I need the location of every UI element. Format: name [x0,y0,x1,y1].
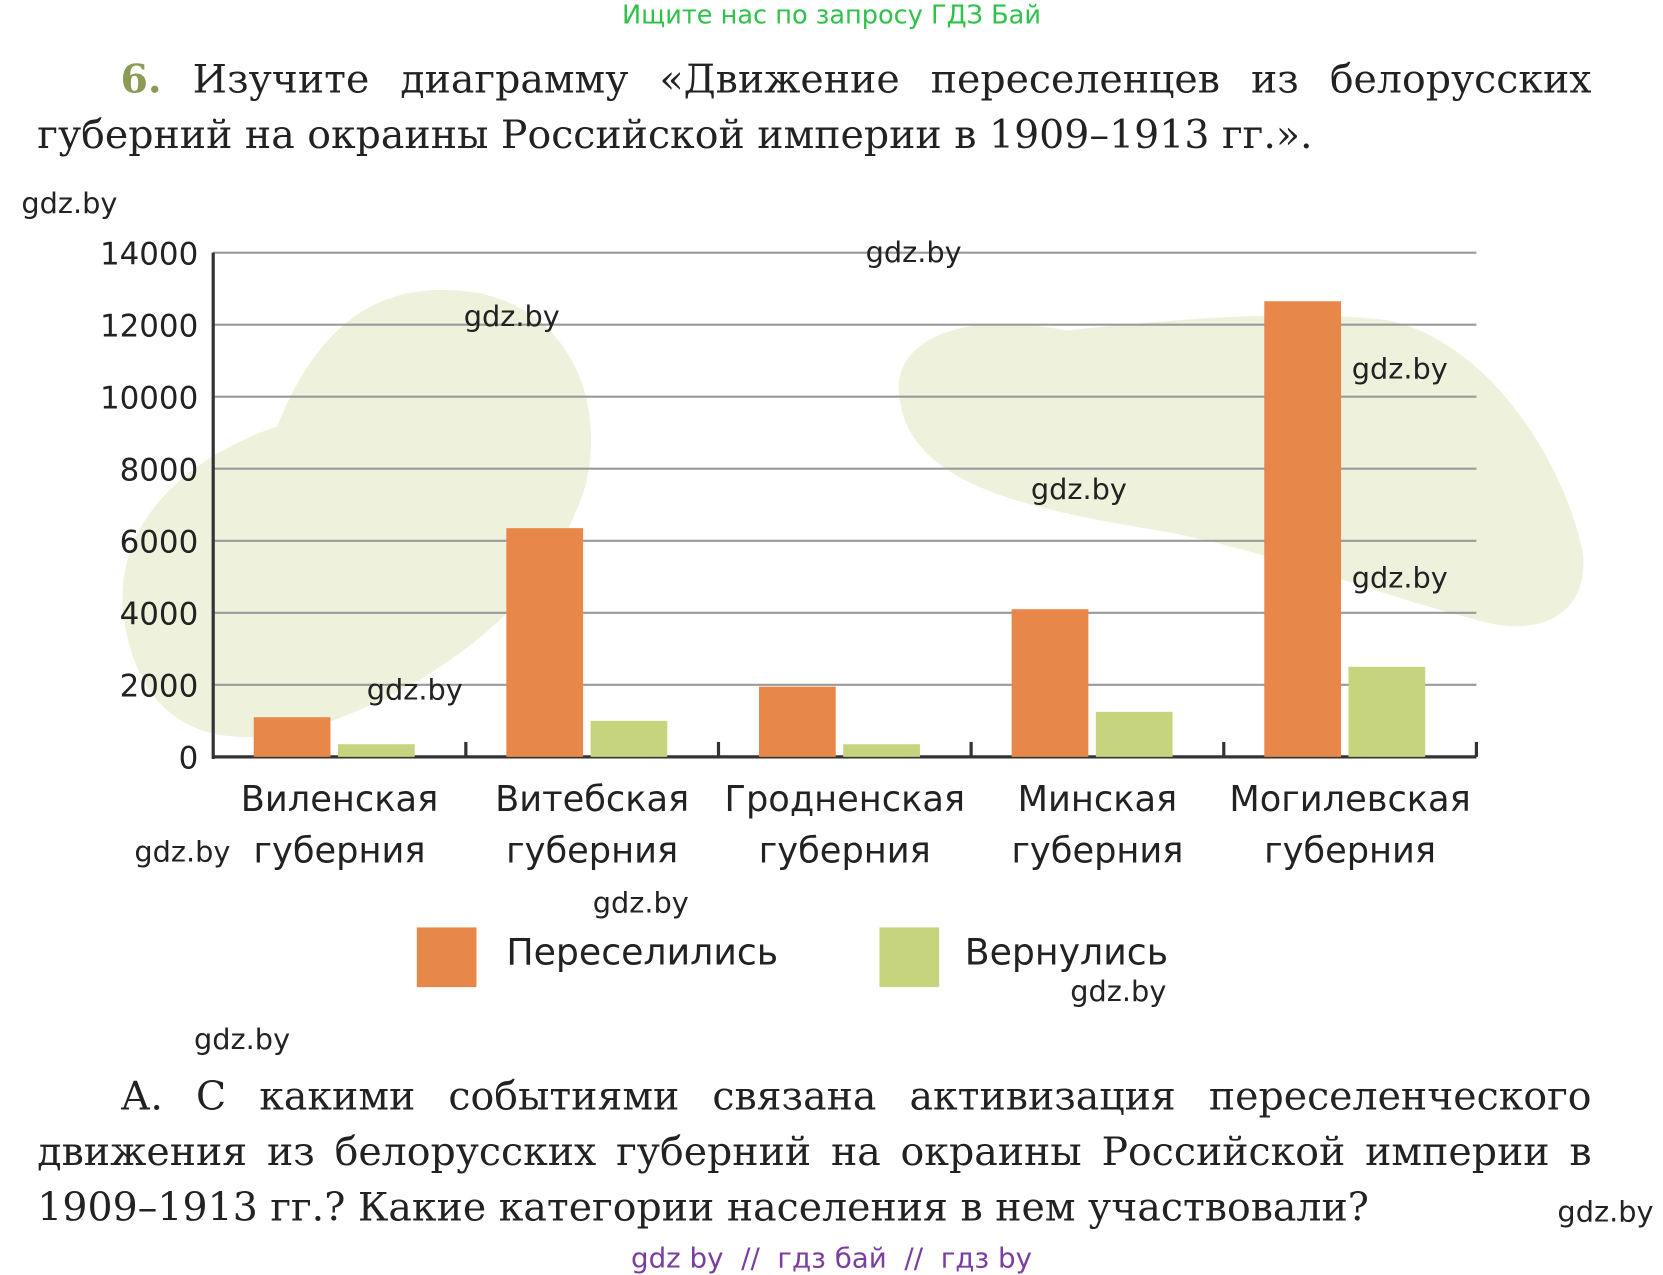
bar [843,744,920,757]
legend-swatch [416,927,477,988]
watermark: gdz.by [463,300,560,334]
y-tick-label: 10000 [100,380,198,416]
chart: 0 2000 4000 6000 8000 10000 12000 14000 [100,236,1584,777]
bar [590,720,668,757]
bg-blob [898,315,1584,627]
banner: Ищите нас по запросу ГДЗ Бай [621,0,1041,30]
y-tick-label: 6000 [120,524,199,560]
bar [1264,301,1342,757]
bar [253,717,331,757]
plot: 0 2000 4000 6000 8000 10000 12000 14000 [100,236,1479,777]
y-tick-label: 14000 [100,236,198,272]
watermark: gdz.by [1070,975,1167,1009]
task-text: Изучите диаграмму «Движение переселенцев… [37,56,1592,158]
question: А. С какими событиями связана активизаци… [37,1069,1591,1235]
y-tick-label: 2000 [120,669,199,705]
legend-label: Вернулись [964,931,1169,975]
task: 6. Изучите диаграмму «Движение переселен… [37,51,1591,163]
x-tick-label: Витебская губерния [495,778,690,871]
watermark: gdz.by [865,236,962,270]
watermark: gdz.by [1351,352,1448,386]
bar [1348,666,1426,757]
legend-swatch [879,927,940,988]
watermark: gdz.by [134,835,231,869]
legend-label: Переселились [506,931,779,975]
bg-blob [122,289,592,738]
x-tick-label: Виленская губерния [240,778,439,871]
bar [1011,609,1089,757]
x-tick-label: Минская губерния [1011,778,1184,871]
y-tick-label: 8000 [120,452,199,488]
bar [1095,711,1173,757]
footer: gdz by // гдз бай // гдз by [630,1242,1032,1275]
question-label: А. [120,1073,163,1120]
bar [506,528,584,757]
watermark: gdz.by [592,886,689,920]
watermark: gdz.by [21,187,118,221]
x-tick-label: Могилевская губерния [1229,778,1471,871]
y-tick-label: 4000 [120,597,199,633]
y-tick-label: 12000 [100,308,198,344]
watermark: gdz.by [1557,1196,1654,1230]
task-number: 6. [120,55,162,103]
question-text: С какими событиями связана активизация п… [37,1073,1592,1231]
watermark: gdz.by [194,1023,291,1057]
x-tick-label: Гродненская губерния [724,778,966,871]
watermark: gdz.by [1351,561,1448,595]
bar [337,744,415,757]
bar [758,686,836,757]
watermark: gdz.by [1030,473,1127,507]
y-tick-label: 0 [179,741,199,777]
watermark: gdz.by [366,673,463,707]
